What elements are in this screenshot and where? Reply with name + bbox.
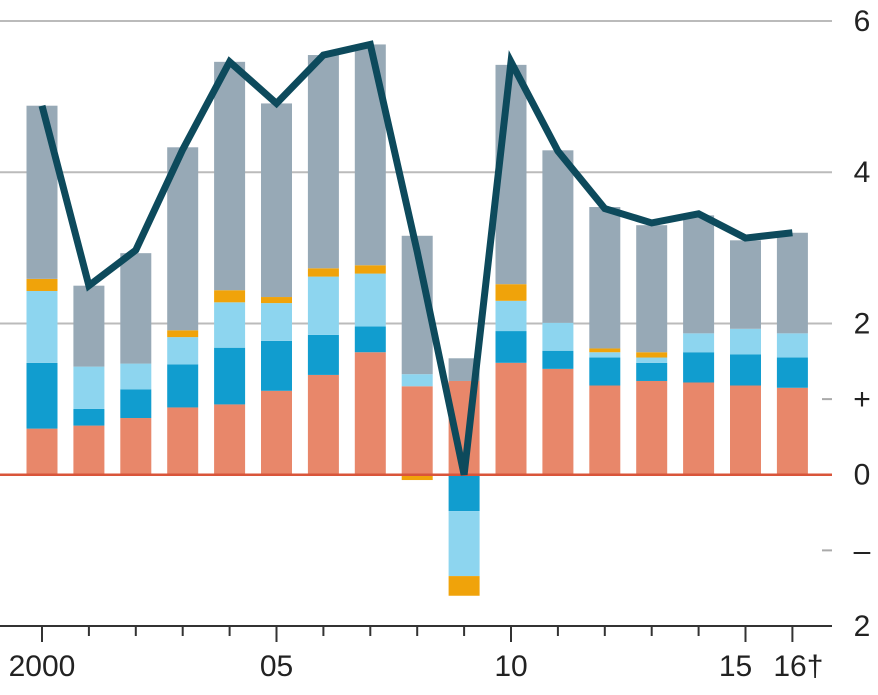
bar-segment (307, 268, 339, 277)
y-tick-label: 0 (854, 459, 871, 492)
bar-segment (542, 150, 574, 323)
x-tick-label: 10 (494, 650, 527, 683)
bar-segment (214, 290, 246, 303)
bar-segment (730, 328, 761, 355)
bar-segment (120, 253, 152, 364)
bar-segment (589, 352, 621, 358)
y-tick-label: + (853, 383, 871, 416)
bar-segment (495, 362, 527, 475)
bar-segment (730, 240, 761, 329)
bar-segment (354, 326, 386, 353)
bar-segment (73, 366, 105, 409)
bar-segment (636, 352, 668, 358)
bar-segment (636, 225, 668, 353)
x-tick-label: 2000 (9, 650, 76, 683)
bar-segment (73, 425, 105, 475)
bar-segment (683, 352, 715, 383)
bar-segment (542, 368, 574, 475)
bar-segment (354, 273, 386, 327)
bar-segment (589, 348, 621, 353)
bar-segment (495, 331, 527, 363)
bar-segment (214, 404, 246, 475)
bar-segment (73, 408, 105, 426)
x-tick-label: 15 (719, 650, 752, 683)
bar-segment (730, 354, 761, 386)
bar-segment (776, 333, 808, 358)
bar-segment (214, 347, 246, 405)
y-tick-label: 2 (854, 307, 871, 340)
bar-segment (448, 474, 480, 512)
bar-segment (307, 374, 339, 475)
bar-segment (167, 330, 199, 338)
bar-segment (401, 386, 433, 475)
bar-segment (448, 511, 480, 577)
bar-segment (307, 334, 339, 375)
bar-segment (167, 407, 199, 475)
bar-segment (26, 105, 58, 279)
y-tick-label: 4 (854, 156, 871, 189)
bar-segment (401, 374, 433, 387)
bar-segment (261, 103, 292, 298)
bar-segment (307, 276, 339, 335)
bar-segment (307, 55, 339, 269)
bar-segment (636, 380, 668, 475)
x-tick-label: 05 (260, 650, 293, 683)
bar-segment (354, 352, 386, 475)
bar-segment (589, 385, 621, 475)
bar-segment (261, 303, 292, 341)
bar-segment (26, 278, 58, 291)
bar-segment (448, 358, 480, 381)
bar-segment (542, 322, 574, 351)
bar-segment (214, 302, 246, 348)
x-tick-label: 16† (773, 650, 823, 683)
bar-segment (776, 387, 808, 475)
bar-segment (636, 362, 668, 381)
bar-segment (730, 385, 761, 475)
bar-segment (167, 337, 199, 365)
y-tick-label: 2 (854, 610, 871, 643)
line-series (38, 40, 793, 476)
bar-segment (683, 215, 715, 334)
bar-segment (495, 300, 527, 332)
bar-segment (26, 290, 58, 363)
bar-segment (448, 576, 480, 596)
bar-segment (542, 350, 574, 369)
bar-segment (120, 418, 152, 475)
bar-segment (120, 389, 152, 419)
bar-segment (776, 357, 808, 388)
bar-segment (26, 362, 58, 429)
bar-segment (167, 364, 199, 408)
bar-segment (120, 363, 152, 390)
bar-segment (776, 232, 808, 334)
bar-segment (683, 333, 715, 353)
bar-segment (261, 297, 292, 304)
y-tick-label: – (854, 534, 871, 567)
bar-segment (636, 357, 668, 363)
bar-segment (261, 390, 292, 475)
bar-segment (683, 382, 715, 475)
bar-segment (589, 357, 621, 386)
bar-segment (589, 207, 621, 349)
bar-segment (214, 61, 246, 291)
bar-segment (73, 285, 105, 367)
bar-segment (401, 474, 433, 481)
bar-segment (261, 340, 292, 391)
bar-segment (354, 265, 386, 274)
bar-segment (26, 428, 58, 475)
y-tick-label: 6 (854, 5, 871, 38)
bar-segment (495, 284, 527, 301)
